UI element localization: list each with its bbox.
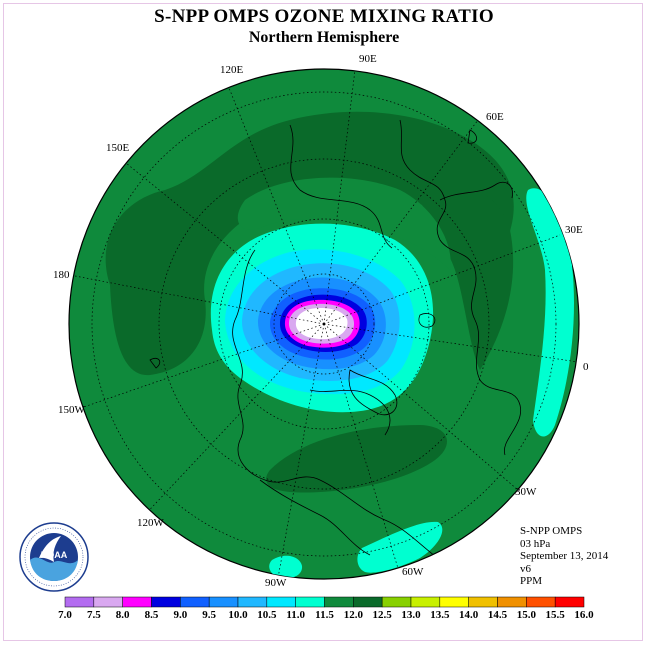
colorbar-label: 12.0 [344, 609, 364, 621]
page-title: S-NPP OMPS OZONE MIXING RATIO [154, 6, 494, 27]
lon-label-30w: 30W [515, 486, 537, 498]
colorbar-label: 7.5 [87, 609, 101, 621]
colorbar-label: 10.5 [257, 609, 277, 621]
logo-text: NOAA [41, 550, 68, 560]
colorbar-label: 9.5 [202, 609, 216, 621]
info-date: September 13, 2014 [520, 550, 609, 563]
longitude-labels: 90E 60E 30E 0 30W 60W 90W 120W 150W 180 … [53, 53, 589, 589]
colorbar-swatch [554, 596, 585, 608]
info-block: S-NPP OMPS 03 hPa September 13, 2014 v6 … [520, 525, 608, 588]
lon-label-120e: 120E [220, 64, 244, 76]
colorbar-swatch [468, 596, 498, 608]
colorbar-label: 8.0 [116, 609, 130, 621]
info-version: v6 [520, 562, 531, 575]
lon-label-180: 180 [53, 269, 70, 281]
colorbar-swatch [64, 596, 95, 608]
colorbar-label: 13.5 [430, 609, 450, 621]
colorbar-swatch [353, 596, 383, 608]
colorbar-label: 15.0 [517, 609, 537, 621]
colorbar-swatch [151, 596, 181, 608]
coastlines [149, 119, 522, 561]
page-subtitle: Northern Hemisphere [248, 29, 400, 46]
colorbar-label: 12.5 [373, 609, 393, 621]
lon-label-150e: 150E [106, 142, 130, 154]
colorbar-swatch [295, 596, 325, 608]
graticule [69, 69, 579, 579]
lon-label-60e: 60E [486, 111, 504, 123]
lon-label-120w: 120W [137, 517, 165, 529]
colorbar-label: 16.0 [574, 609, 594, 621]
colorbar-label: 10.0 [228, 609, 248, 621]
colorbar-label: 13.0 [401, 609, 421, 621]
colorbar-swatch [266, 596, 296, 608]
colorbar-label: 14.0 [459, 609, 479, 621]
colorbar-swatch [381, 596, 412, 608]
colorbar: 7.0 7.5 8.0 8.5 9.0 9.5 10.0 10.5 11.0 11.5 12.0 12… [58, 596, 594, 621]
colorbar-swatch [324, 596, 354, 608]
colorbar-swatch [208, 596, 239, 608]
colorbar-label: 8.5 [145, 609, 159, 621]
colorbar-label: 11.5 [315, 609, 334, 621]
colorbar-label: 9.0 [173, 609, 187, 621]
lon-label-30e: 30E [565, 224, 583, 236]
lon-label-150w: 150W [58, 404, 86, 416]
colorbar-label: 14.5 [488, 609, 508, 621]
colorbar-swatch [410, 596, 441, 608]
figure-frame [3, 3, 643, 641]
colorbar-swatch [526, 596, 556, 608]
colorbar-swatch [497, 596, 527, 608]
lon-label-90w: 90W [265, 577, 287, 589]
colorbar-swatch [122, 596, 152, 608]
lon-label-60w: 60W [402, 566, 424, 578]
colorbar-swatch [237, 596, 268, 608]
lon-label-0: 0 [583, 361, 589, 373]
noaa-logo: NOAA [19, 522, 89, 592]
colorbar-swatch [93, 596, 123, 608]
colorbar-label: 7.0 [58, 609, 72, 621]
lon-label-90e: 90E [359, 53, 377, 65]
info-instrument: S-NPP OMPS [520, 525, 583, 537]
colorbar-swatch [180, 596, 210, 608]
ozone-contours [105, 111, 575, 579]
info-units: PPM [520, 575, 543, 588]
colorbar-label: 15.5 [546, 609, 566, 621]
colorbar-swatch [439, 596, 469, 608]
info-level: 03 hPa [520, 537, 551, 550]
colorbar-label: 11.0 [286, 609, 305, 621]
